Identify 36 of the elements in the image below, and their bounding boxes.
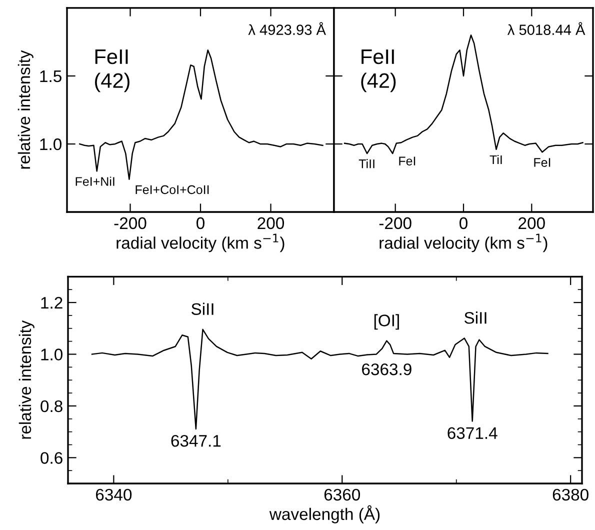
annotation: FeI bbox=[399, 156, 416, 166]
annotation: λ 5018.44 Å bbox=[508, 22, 586, 35]
x-tick-label: 6340 bbox=[96, 488, 132, 501]
annotation: 6363.9 bbox=[362, 363, 412, 376]
annotation: λ 4923.93 Å bbox=[248, 22, 326, 35]
annotation: FeI+NiI bbox=[76, 176, 114, 186]
y-axis-title: relative intensity bbox=[18, 50, 34, 169]
y-tick-label: 0.8 bbox=[40, 400, 62, 412]
annotation: FeI+CoI+CoII bbox=[136, 185, 209, 194]
y-tick-label: 1.5 bbox=[40, 70, 62, 82]
annotation: TiII bbox=[358, 159, 374, 168]
y-tick-label: 1.0 bbox=[41, 348, 62, 360]
annotation: FeII (42) bbox=[361, 50, 396, 92]
x-tick-label: -200 bbox=[379, 217, 412, 230]
x-axis-title: radial velocity (km s$^{−1}$) bbox=[116, 234, 284, 252]
x-tick-label: 200 bbox=[518, 217, 545, 230]
x-tick-label: 6360 bbox=[324, 488, 360, 501]
annotation: SiII bbox=[464, 312, 486, 324]
annotation: FeII (42) bbox=[94, 50, 130, 92]
x-axis-title: radial velocity (km s$^{−1}$) bbox=[380, 234, 548, 252]
x-tick-label: 0 bbox=[460, 217, 468, 230]
annotation: 6371.4 bbox=[448, 427, 498, 439]
annotation: SiII bbox=[192, 302, 214, 316]
x-tick-label: 0 bbox=[196, 217, 204, 230]
y-axis-title: relative intensity bbox=[18, 320, 34, 439]
y-tick-label: 0.6 bbox=[40, 452, 62, 464]
annotation: [OI] bbox=[374, 314, 399, 330]
y-tick-label: 1.2 bbox=[41, 296, 62, 309]
annotation: FeI bbox=[534, 158, 550, 167]
y-tick-label: 1.0 bbox=[40, 138, 62, 150]
annotation: 6347.1 bbox=[171, 434, 221, 447]
x-axis-title: wavelength (Å) bbox=[269, 505, 380, 524]
x-tick-label: 200 bbox=[258, 217, 284, 230]
annotation: TiI bbox=[490, 154, 502, 164]
x-tick-label: -200 bbox=[114, 217, 146, 230]
x-tick-label: 6380 bbox=[552, 488, 588, 501]
